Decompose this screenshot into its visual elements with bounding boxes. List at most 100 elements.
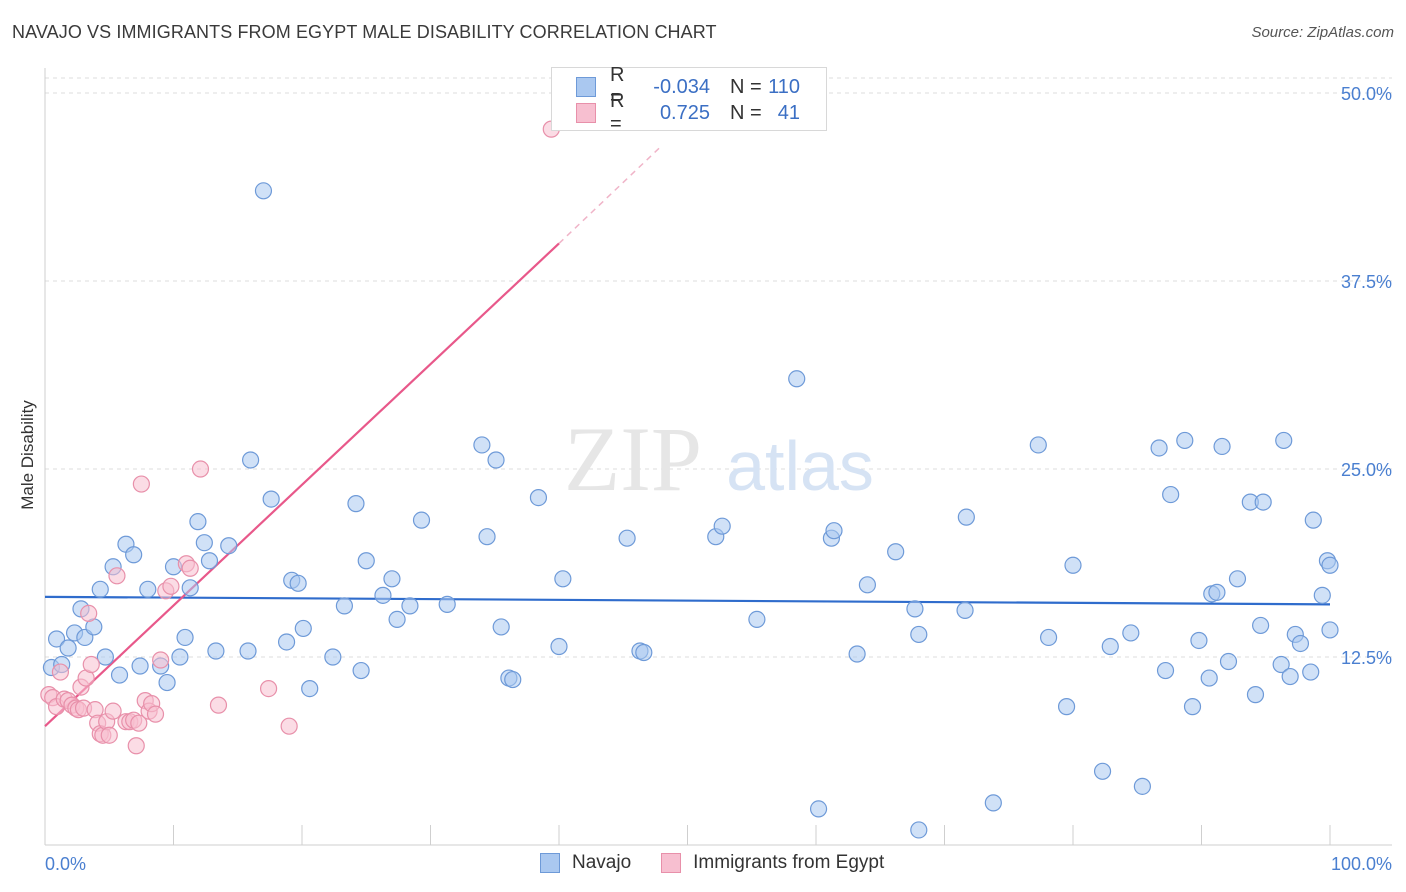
egypt-point bbox=[132, 475, 150, 493]
navajo-point bbox=[324, 648, 342, 666]
navajo-point bbox=[1291, 634, 1310, 653]
series-legend-navajo[interactable]: Navajo bbox=[540, 852, 631, 874]
navajo-point bbox=[1321, 621, 1339, 639]
navajo-point bbox=[1252, 616, 1270, 635]
egypt-point bbox=[130, 714, 148, 732]
legend-swatch-navajo bbox=[576, 77, 596, 97]
navajo-point bbox=[294, 619, 312, 638]
navajo-point bbox=[200, 552, 219, 570]
navajo-point bbox=[125, 546, 143, 564]
legend-swatch-egypt bbox=[576, 103, 596, 123]
watermark: ZIP atlas bbox=[564, 408, 874, 510]
navajo-point bbox=[401, 597, 419, 615]
egypt-point bbox=[209, 696, 228, 714]
watermark-zip: ZIP bbox=[564, 408, 702, 510]
navajo-point bbox=[887, 543, 905, 561]
navajo-point bbox=[1254, 493, 1272, 511]
navajo-point bbox=[1176, 431, 1194, 450]
navajo-point bbox=[176, 628, 194, 647]
navajo-point bbox=[848, 645, 866, 663]
egypt-point bbox=[152, 651, 170, 669]
navajo-point bbox=[301, 679, 319, 698]
navajo-point bbox=[374, 586, 392, 604]
navajo-point bbox=[1313, 586, 1331, 604]
navajo-point bbox=[1183, 698, 1202, 716]
navajo-point bbox=[239, 642, 257, 660]
y-tick-label: 37.5% bbox=[1341, 272, 1392, 292]
grid-layer bbox=[45, 77, 1392, 658]
navajo-point bbox=[1213, 437, 1231, 456]
navajo-point bbox=[388, 610, 406, 629]
navajo-point bbox=[1093, 762, 1112, 780]
x-tick-label-max: 100.0% bbox=[1331, 854, 1392, 874]
navajo-point bbox=[1156, 661, 1175, 680]
navajo-point bbox=[1029, 436, 1047, 454]
navajo-point bbox=[1122, 624, 1140, 642]
navajo-point bbox=[492, 618, 510, 636]
navajo-point bbox=[181, 579, 199, 597]
navajo-point bbox=[748, 610, 766, 629]
navajo-point bbox=[220, 537, 238, 555]
egypt-point bbox=[80, 604, 98, 622]
source-label: Source: ZipAtlas.com bbox=[1251, 24, 1394, 41]
legend-row-egypt: R = 0.725 N = 41 bbox=[576, 90, 800, 135]
series-legend-egypt[interactable]: Immigrants from Egypt bbox=[661, 852, 884, 874]
navajo-point bbox=[131, 657, 149, 675]
egypt-point bbox=[146, 705, 165, 723]
egypt-point bbox=[100, 726, 118, 744]
navajo-point bbox=[438, 595, 456, 613]
y-tick-label: 12.5% bbox=[1341, 648, 1392, 668]
navajo-point bbox=[1272, 655, 1290, 674]
navajo-point bbox=[289, 574, 307, 592]
navajo-point bbox=[713, 517, 731, 535]
series-label-navajo: Navajo bbox=[572, 852, 632, 873]
navajo-point bbox=[352, 661, 370, 680]
trend-layer bbox=[44, 145, 1331, 727]
navajo-point bbox=[1228, 570, 1247, 588]
navajo-point bbox=[529, 488, 548, 507]
navajo-point bbox=[618, 529, 636, 547]
navajo-point bbox=[910, 821, 928, 839]
chart-title: NAVAJO VS IMMIGRANTS FROM EGYPT MALE DIS… bbox=[12, 22, 717, 42]
navajo-point bbox=[47, 630, 66, 648]
navajo-point bbox=[383, 570, 401, 588]
navajo-point bbox=[1039, 628, 1058, 647]
navajo-point bbox=[347, 495, 365, 513]
navajo-point bbox=[788, 370, 806, 388]
watermark-atlas: atlas bbox=[726, 427, 874, 505]
egypt-trend-extension bbox=[558, 145, 663, 244]
navajo-point bbox=[858, 576, 877, 594]
navajo-point bbox=[1200, 669, 1218, 687]
navajo-point bbox=[277, 633, 296, 651]
x-tick-label-min: 0.0% bbox=[45, 854, 86, 874]
navajo-point bbox=[554, 570, 572, 588]
series-swatch-navajo bbox=[540, 853, 560, 873]
navajo-point bbox=[473, 436, 491, 454]
navajo-point bbox=[262, 490, 280, 508]
navajo-point bbox=[984, 794, 1002, 812]
navajo-point bbox=[550, 637, 568, 656]
navajo-point bbox=[158, 673, 176, 692]
egypt-point bbox=[108, 567, 126, 585]
navajo-point bbox=[1219, 652, 1238, 671]
series-swatch-egypt bbox=[661, 853, 682, 873]
navajo-point bbox=[91, 580, 109, 598]
navajo-point bbox=[1101, 637, 1119, 656]
navajo-point bbox=[1304, 511, 1322, 529]
navajo-point bbox=[1190, 631, 1208, 650]
navajo-point bbox=[207, 642, 225, 660]
egypt-point bbox=[162, 577, 180, 595]
egypt-point bbox=[51, 663, 70, 681]
legend-n-label: N = bbox=[730, 101, 762, 124]
navajo-point bbox=[254, 182, 273, 200]
legend-n-value: 41 bbox=[777, 101, 800, 124]
legend-n-label: N = bbox=[730, 75, 762, 98]
points-layer bbox=[40, 120, 1339, 839]
series-label-egypt: Immigrants from Egypt bbox=[693, 852, 885, 873]
navajo-point bbox=[195, 534, 213, 552]
navajo-point bbox=[139, 580, 157, 598]
egypt-point bbox=[259, 679, 278, 698]
egypt-point bbox=[191, 460, 210, 478]
navajo-point bbox=[910, 625, 928, 644]
